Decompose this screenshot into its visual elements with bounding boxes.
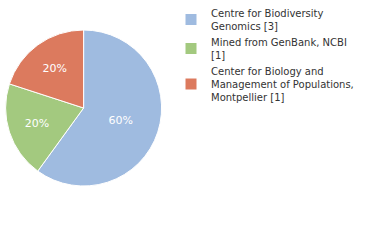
svg-text:20%: 20% (25, 117, 49, 130)
svg-text:Mined from GenBank, NCBI[1]: Mined from GenBank, NCBI[1] (211, 37, 347, 61)
svg-text:20%: 20% (42, 62, 66, 75)
svg-text:Centre for BiodiversityGenomic: Centre for BiodiversityGenomics [3] (211, 8, 324, 32)
svg-text:Center for Biology andManageme: Center for Biology andManagement of Popu… (211, 66, 354, 103)
svg-text:60%: 60% (108, 114, 132, 127)
